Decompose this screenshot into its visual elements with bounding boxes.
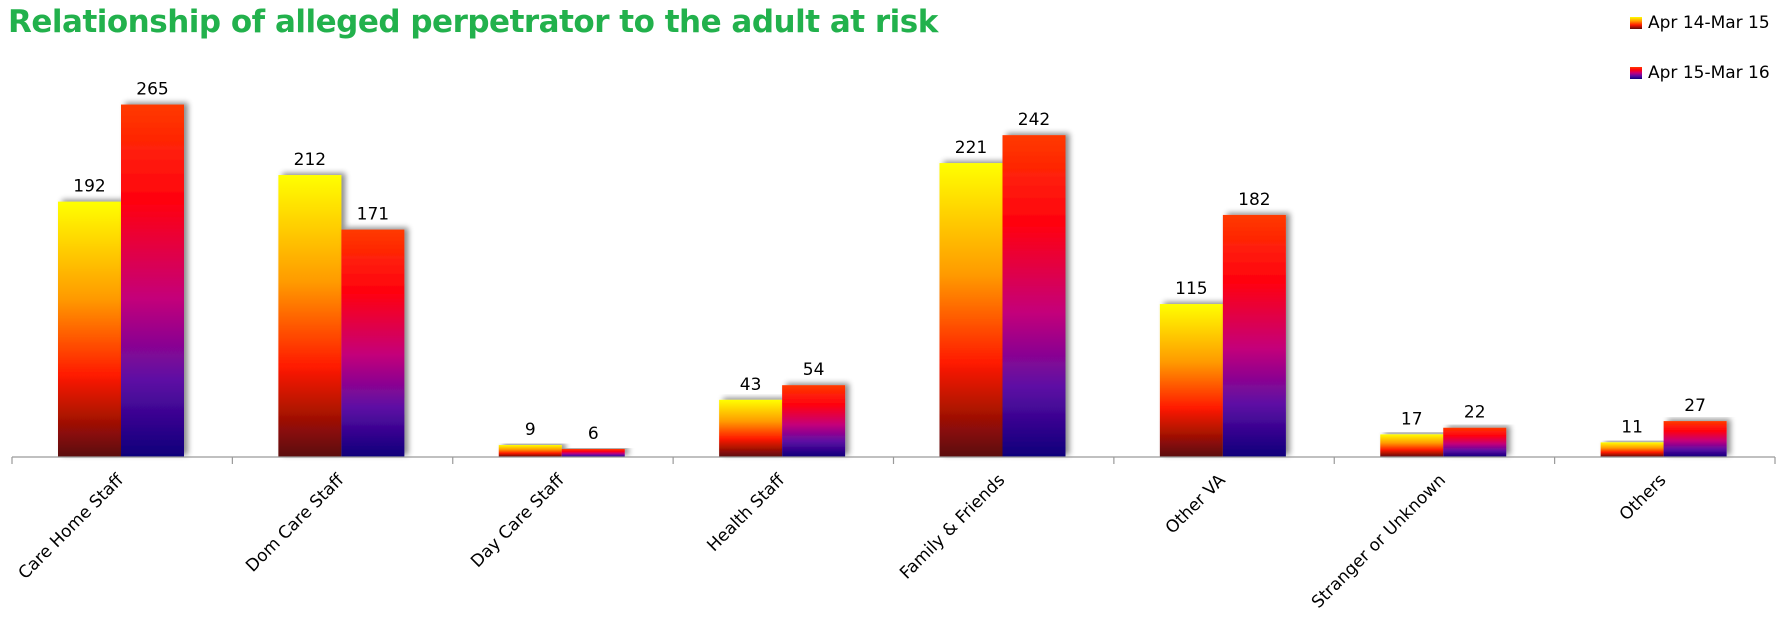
x-axis: Care Home Staff Dom Care Staff Day Care St… [11,456,1776,613]
bar-2-other-va[interactable] [1222,214,1286,457]
bars-layer [58,104,1727,458]
legend: Apr 14-Mar 15 Apr 15-Mar 16 [1630,6,1780,106]
legend-swatch-series-1 [1630,17,1642,29]
x-tick-label-care-home-staff: Care Home Staff [15,469,129,583]
bar-1-family-friends[interactable] [939,163,1003,457]
bar-2-family-friends[interactable] [1002,135,1066,457]
legend-label-series-1: Apr 14-Mar 15 [1648,13,1770,33]
data-label-2-other-va: 182 [1238,190,1270,210]
data-label-1-care-home-staff: 192 [73,177,105,197]
bar-1-dom-care-staff[interactable] [278,175,342,458]
data-label-2-family-friends: 242 [1018,110,1050,130]
x-tick-label-day-care-staff: Day Care Staff [467,469,569,571]
x-tick-label-dom-care-staff: Dom Care Staff [242,469,349,576]
data-label-1-family-friends: 221 [955,138,987,158]
bar-1-health-staff[interactable] [719,399,783,457]
data-label-2-stranger-or-unknown: 22 [1464,403,1486,423]
data-label-2-day-care-staff: 6 [588,424,599,444]
value-labels-layer: 192 265 212 171 9 6 43 54 221 242 115 182 17 22 11 27 [73,80,1706,444]
x-tick-label-family-friends: Family & Friends [896,470,1009,583]
legend-item-series-1[interactable]: Apr 14-Mar 15 [1630,6,1780,40]
bar-2-care-home-staff[interactable] [121,104,184,458]
data-label-1-health-staff: 43 [740,375,762,395]
legend-label-series-2: Apr 15-Mar 16 [1648,63,1770,83]
x-tick-label-health-staff: Health Staff [703,469,789,555]
data-label-1-day-care-staff: 9 [525,420,536,440]
data-label-2-dom-care-staff: 171 [357,205,389,225]
x-tick-label-stranger-or-unknown: Stranger or Unknown [1308,470,1450,612]
chart-title: Relationship of alleged perpetrator to t… [8,4,938,40]
legend-item-series-2[interactable]: Apr 15-Mar 16 [1630,56,1780,90]
bar-1-stranger-or-unknown[interactable] [1380,434,1444,457]
data-label-1-other-va: 115 [1175,279,1207,299]
bar-1-others[interactable] [1600,442,1664,457]
data-label-2-care-home-staff: 265 [136,80,168,100]
data-label-2-health-staff: 54 [803,360,825,380]
bar-2-day-care-staff[interactable] [561,449,625,457]
bar-1-day-care-staff[interactable] [498,445,562,457]
data-label-2-others: 27 [1684,396,1706,416]
data-label-1-dom-care-staff: 212 [294,150,326,170]
legend-swatch-series-2 [1630,67,1642,79]
bar-1-other-va[interactable] [1159,304,1223,457]
bar-2-dom-care-staff[interactable] [341,229,405,457]
data-label-1-others: 11 [1621,417,1643,437]
bar-1-care-home-staff[interactable] [58,201,121,457]
bar-2-others[interactable] [1663,421,1727,457]
data-label-1-stranger-or-unknown: 17 [1401,409,1423,429]
x-tick-label-other-va: Other VA [1162,470,1230,538]
x-tick-label-others: Others [1616,470,1671,525]
bar-2-stranger-or-unknown[interactable] [1443,427,1507,457]
bar-2-health-staff[interactable] [782,385,846,457]
